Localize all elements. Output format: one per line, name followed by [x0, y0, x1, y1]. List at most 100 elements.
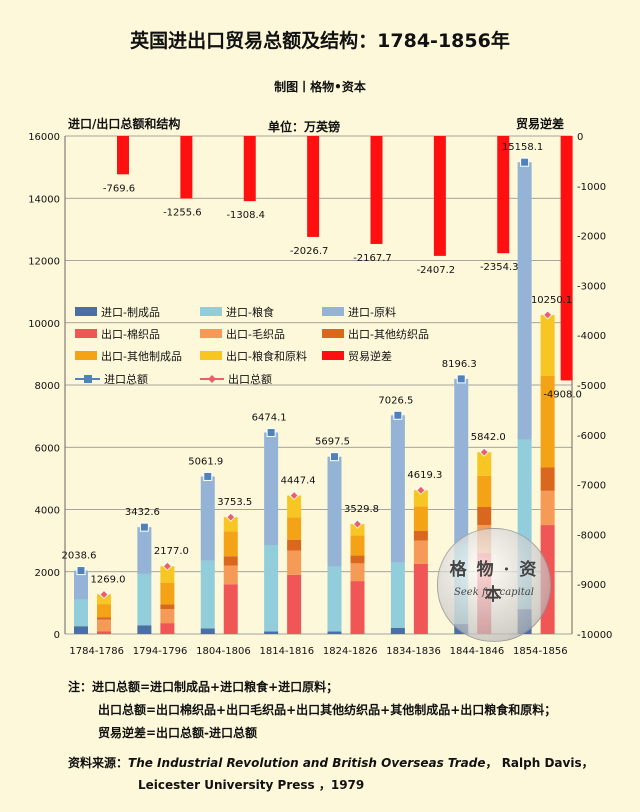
left-tick-label: 6000 [35, 443, 60, 454]
import-total-marker [393, 410, 403, 420]
note-line: 贸易逆差=出口总额-进口总额 [98, 726, 258, 740]
source-author: ， Ralph Davis， [485, 756, 594, 770]
left-tick-label: 4000 [35, 506, 60, 517]
export-bar-segment [97, 619, 111, 632]
legend-label: 出口-粮食和原料 [226, 349, 307, 363]
import-bar-segment [137, 625, 152, 634]
export-total-label: 3753.5 [217, 497, 252, 508]
export-total-label: 10250.1 [531, 295, 572, 306]
export-bar-segment [477, 452, 492, 476]
import-bar-segment [264, 544, 279, 632]
export-bar-segment [477, 475, 492, 508]
right-tick-label: -10000 [577, 630, 612, 641]
export-bar-segment [287, 517, 302, 540]
chart-credit: 制图丨格物•资本 [274, 80, 366, 94]
export-bar-segment [477, 507, 492, 526]
right-axis-title: 贸易逆差 [516, 117, 565, 131]
export-total-label: 1269.0 [91, 575, 126, 586]
unit-label: 单位：万英镑 [268, 120, 341, 134]
legend-swatch [322, 307, 344, 316]
legend-swatch [322, 329, 344, 338]
legend-marker-export [208, 375, 216, 383]
right-tick-label: -6000 [577, 431, 606, 442]
deficit-bar [180, 136, 193, 199]
deficit-data-label: -2407.2 [417, 265, 456, 276]
import-bar-segment [74, 626, 88, 634]
export-bar-segment [350, 563, 365, 582]
export-bar-segment [223, 517, 238, 532]
deficit-data-label: -2354.3 [480, 262, 519, 273]
import-total-label: 3432.6 [125, 507, 160, 518]
right-tick-label: -9000 [577, 580, 606, 591]
export-bar-segment [223, 565, 238, 585]
deficit-data-label: -769.6 [103, 183, 135, 194]
import-total-marker [203, 471, 213, 481]
right-tick-label: -2000 [577, 232, 606, 243]
deficit-bar [433, 136, 446, 256]
export-bar-segment [160, 609, 175, 624]
export-total-marker [99, 589, 109, 600]
export-total-label: 5842.0 [471, 432, 506, 443]
export-bar-segment [413, 563, 428, 634]
legend-swatch [200, 351, 222, 360]
export-total-marker [289, 491, 299, 501]
chart-area: 0 2000 4000 6000 8000 10000 12000 14000 16000 0 -1… [28, 132, 612, 657]
export-bar-segment [540, 490, 555, 526]
deficit-bar [497, 136, 510, 254]
import-bar-segment [390, 415, 405, 563]
left-tick-label: 12000 [28, 257, 60, 268]
deficit-data-label: -2026.7 [290, 246, 329, 257]
export-bar-segment [160, 566, 175, 583]
export-bar-segment [540, 467, 555, 491]
left-tick-label: 14000 [28, 194, 60, 205]
import-bar-segment [264, 631, 279, 634]
import-total-label: 8196.3 [442, 359, 477, 370]
legend-swatch [75, 329, 97, 338]
legend-swatch [75, 307, 97, 316]
export-bar-segment [350, 581, 365, 634]
export-bar-segment [160, 604, 175, 610]
export-bar-segment [413, 506, 428, 531]
import-bar-segment [327, 566, 342, 632]
import-bar-segment [327, 456, 342, 567]
import-total-marker [139, 522, 149, 532]
notes-block: 注：进口总额=进口制成品+进口粮食+进口原料； 出口总额=出口棉织品+出口毛织品… [68, 676, 556, 745]
import-total-marker [520, 157, 530, 167]
legend-label: 出口总额 [228, 372, 272, 386]
export-bar-segment [223, 556, 238, 566]
right-tick-label: -5000 [577, 381, 606, 392]
left-tick-label: 2000 [35, 568, 60, 579]
deficit-data-label: -4908.0 [543, 389, 582, 400]
x-tick-label: 1834-1836 [386, 646, 441, 657]
export-total-label: 4619.3 [407, 470, 442, 481]
import-total-label: 15158.1 [502, 142, 543, 153]
chart-title: 英国进出口贸易总额及结构：1784-1856年 [130, 30, 510, 52]
x-tick-label: 1844-1846 [450, 646, 505, 657]
import-bar-segment [517, 162, 532, 440]
import-total-marker [330, 452, 339, 462]
export-bar-segment [97, 594, 111, 605]
import-total-marker [76, 566, 86, 576]
export-bar-segment [350, 524, 365, 536]
import-bar-segment [390, 627, 405, 634]
deficit-bar [307, 136, 320, 237]
right-tick-label: -3000 [577, 281, 606, 292]
export-total-marker [226, 512, 236, 522]
import-bar-segment [200, 476, 215, 561]
export-bar-segment [413, 540, 428, 564]
x-tick-label: 1804-1806 [196, 646, 251, 657]
left-tick-label: 16000 [28, 132, 60, 143]
import-total-label: 5061.9 [188, 456, 223, 467]
import-total-marker [266, 427, 276, 437]
x-tick-label: 1784-1786 [69, 646, 124, 657]
deficit-bar [560, 136, 573, 381]
export-total-marker [352, 519, 363, 529]
x-tick-label: 1814-1816 [260, 646, 315, 657]
right-tick-label: -7000 [577, 481, 606, 492]
import-bar-segment [390, 562, 405, 628]
watermark-subtext: Seek for capital [454, 587, 534, 598]
import-bar-segment [327, 631, 342, 634]
export-bar-segment [160, 582, 175, 605]
note-line: 出口总额=出口棉织品+出口毛织品+出口其他纺织品+其他制成品+出口粮食和原料； [98, 703, 557, 717]
import-total-marker [456, 374, 466, 384]
